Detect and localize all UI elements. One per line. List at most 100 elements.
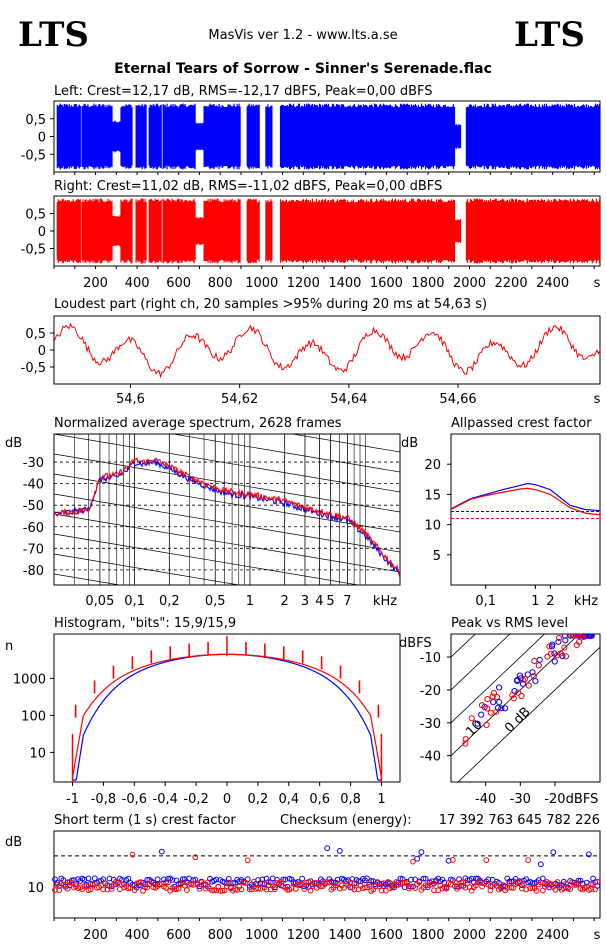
crest-point-right	[114, 879, 121, 886]
crest-point-right	[240, 879, 247, 886]
crest-point-right	[244, 857, 251, 864]
x-tick-label: 1200	[287, 276, 320, 291]
waveform-panels: 0,5 0 -0,5 0,5 0 -0,5 200 400 600 800 1000 1200 1400…	[21, 100, 601, 291]
pvr-point	[546, 643, 553, 650]
pvr-point	[586, 634, 594, 639]
left-channel-title: Left: Crest=12,17 dB, RMS=-12,17 dBFS, P…	[54, 84, 433, 99]
crest-point-right	[297, 881, 303, 887]
y-tick-label: -40	[23, 478, 44, 493]
x-tick-label: 5	[326, 594, 334, 609]
y-tick-label: -70	[23, 542, 44, 557]
crest-point-right	[163, 885, 169, 891]
y-tick-label: 20	[424, 458, 441, 473]
pvr-point	[570, 634, 577, 639]
crest-point-left	[169, 877, 176, 883]
x-tick-label: 1800	[411, 928, 444, 943]
crest-point-right	[590, 881, 596, 888]
pvr-point	[478, 702, 486, 709]
x-tick-label: 2000	[453, 928, 486, 943]
spectrum-panel: dB-30 -40 -50 -60 -70 -80 0,05 0,1 0,2 0,5 1 2 3 4 5 7 k…	[5, 433, 401, 609]
x-tick-label: 1400	[328, 276, 361, 291]
waveform-right	[56, 198, 600, 264]
pvr-point	[494, 704, 502, 712]
y-tick-label: -30	[420, 717, 441, 732]
x-unit-label: s	[594, 928, 601, 943]
pvr-frame	[450, 633, 601, 783]
y-axis-label: n	[5, 639, 13, 654]
crest-point-right	[68, 880, 75, 886]
crest-point-right	[462, 884, 469, 891]
crest-point-right	[401, 879, 408, 886]
crest-point-right	[138, 879, 144, 886]
crest-point-right	[542, 883, 548, 890]
pvr-diagonal-label: 30	[377, 734, 399, 756]
logo-left: LTS	[18, 15, 89, 55]
crest-point-left	[414, 855, 421, 862]
crest-point-left	[230, 880, 236, 886]
pvr-point	[519, 680, 527, 687]
crest-point-right	[196, 885, 203, 892]
y-tick-label: 0	[38, 344, 46, 359]
crest-point-right	[403, 880, 410, 886]
y-tick-label: -50	[23, 499, 44, 514]
pvr-diagonal-label: 40	[333, 742, 355, 764]
checksum-label: Checksum (energy):	[280, 813, 412, 828]
x-tick-label: 600	[166, 928, 191, 943]
y-tick-label: 0	[38, 131, 46, 146]
y-tick-label: 10	[424, 519, 441, 534]
crest-point-right	[422, 882, 429, 889]
pvr-point	[562, 653, 570, 660]
pvr-point	[580, 634, 587, 639]
spectrum-frame	[53, 433, 401, 586]
y-axis-label: dBFS	[399, 636, 432, 651]
x-tick-label: 200	[83, 928, 108, 943]
pvr-point	[529, 669, 536, 676]
crest-point-right	[560, 885, 567, 892]
crest-point-left	[213, 876, 220, 883]
x-tick-label: 54,6	[116, 392, 145, 407]
crest-point-right	[52, 887, 58, 893]
crest-point-left	[91, 875, 98, 882]
crest-point-right	[81, 883, 88, 889]
crest-point-left	[485, 876, 492, 883]
crest-short-title: Short term (1 s) crest factor	[54, 813, 236, 828]
crest-point-right	[64, 885, 71, 892]
crest-point-right	[452, 879, 458, 886]
x-tick-label: 1000	[245, 928, 278, 943]
x-tick-label: -0,4	[153, 792, 178, 807]
pvr-point	[532, 678, 539, 685]
pvr-point	[502, 705, 509, 712]
crest-point-right	[171, 886, 178, 892]
y-tick-label: 0,5	[25, 327, 46, 342]
crest-point-right	[265, 878, 272, 885]
crest-point-right	[483, 857, 490, 864]
crest-point-left	[422, 875, 429, 882]
crest-point-right	[506, 880, 513, 887]
crest-point-right	[87, 886, 94, 893]
pvr-point	[561, 644, 568, 651]
crest-point-left	[420, 875, 427, 882]
crest-point-right	[364, 884, 370, 891]
x-tick-label: 54,62	[221, 392, 258, 407]
x-tick-label: 800	[208, 276, 233, 291]
pvr-point	[535, 662, 542, 669]
y-tick-label: 0,5	[25, 208, 46, 223]
x-tick-label: 600	[166, 276, 191, 291]
crest-point-right	[148, 879, 155, 885]
loudest-frame	[53, 315, 601, 385]
pvr-point	[514, 676, 521, 684]
x-tick-label: 2400	[536, 276, 569, 291]
crest-point-right	[192, 854, 199, 861]
crest-point-right	[500, 882, 507, 889]
x-tick-label: 0,5	[205, 594, 226, 609]
allpass-line-left	[450, 482, 601, 512]
x-tick-label: 7	[343, 594, 351, 609]
right-channel-title: Right: Crest=11,02 dB, RMS=-11,02 dBFS, …	[54, 179, 442, 194]
pvr-point	[511, 688, 518, 695]
y-tick-label: -40	[420, 750, 441, 765]
x-tick-label: 3	[301, 594, 309, 609]
x-tick-label: 0,8	[340, 792, 361, 807]
y-tick-label: 10	[29, 746, 46, 761]
x-tick-label: -40	[475, 792, 496, 807]
